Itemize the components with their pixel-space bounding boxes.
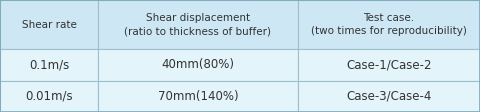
Bar [0, 81, 98, 112]
Bar [0, 49, 98, 81]
Text: 0.01m/s: 0.01m/s [25, 90, 73, 103]
Bar [298, 0, 480, 49]
Text: 40mm(80%): 40mm(80%) [161, 58, 235, 71]
Text: 0.1m/s: 0.1m/s [29, 58, 69, 71]
Bar [98, 49, 298, 81]
Text: Shear displacement
(ratio to thickness of buffer): Shear displacement (ratio to thickness o… [124, 13, 272, 36]
Text: Case-1/Case-2: Case-1/Case-2 [346, 58, 432, 71]
Text: Case-3/Case-4: Case-3/Case-4 [346, 90, 432, 103]
Bar [298, 81, 480, 112]
Text: Shear rate: Shear rate [22, 20, 77, 30]
Text: 70mm(140%): 70mm(140%) [158, 90, 238, 103]
Bar [98, 0, 298, 49]
Bar [0, 0, 98, 49]
Bar [298, 49, 480, 81]
Text: Test case.
(two times for reproducibility): Test case. (two times for reproducibilit… [311, 13, 467, 36]
Bar [98, 81, 298, 112]
